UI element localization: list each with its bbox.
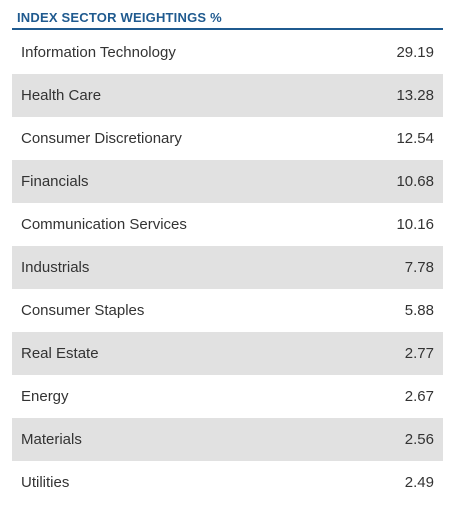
table-row: Real Estate 2.77 [12, 332, 443, 375]
sector-name: Information Technology [21, 44, 176, 61]
sector-weight: 7.78 [404, 259, 434, 276]
table-row: Utilities 2.49 [12, 461, 443, 504]
sector-weight: 12.54 [396, 130, 434, 147]
sector-weight: 10.16 [396, 216, 434, 233]
sector-weight: 2.77 [404, 345, 434, 362]
table-row: Information Technology 29.19 [12, 31, 443, 74]
sector-weight: 2.67 [404, 388, 434, 405]
table-row: Consumer Discretionary 12.54 [12, 117, 443, 160]
sector-weight: 2.56 [404, 431, 434, 448]
table-row: Industrials 7.78 [12, 246, 443, 289]
table-row: Energy 2.67 [12, 375, 443, 418]
sector-name: Financials [21, 173, 89, 190]
sector-weight: 5.88 [404, 302, 434, 319]
sector-name: Communication Services [21, 216, 187, 233]
sector-name: Utilities [21, 474, 70, 491]
sector-name: Materials [21, 431, 82, 448]
sector-name: Industrials [21, 259, 90, 276]
sector-name: Energy [21, 388, 69, 405]
sector-name: Health Care [21, 87, 102, 104]
sector-weight: 13.28 [396, 87, 434, 104]
table-row: Materials 2.56 [12, 418, 443, 461]
sector-weight: 10.68 [396, 173, 434, 190]
sector-weight: 29.19 [396, 44, 434, 61]
table-row: Consumer Staples 5.88 [12, 289, 443, 332]
table-row: Communication Services 10.16 [12, 203, 443, 246]
section-title: INDEX SECTOR WEIGHTINGS % [17, 10, 222, 25]
sector-name: Real Estate [21, 345, 99, 362]
sector-name: Consumer Discretionary [21, 130, 182, 147]
sector-weightings-table: Information Technology 29.19 Health Care… [12, 31, 443, 504]
table-row: Health Care 13.28 [12, 74, 443, 117]
sector-weight: 2.49 [404, 474, 434, 491]
section-header: INDEX SECTOR WEIGHTINGS % [12, 0, 443, 30]
table-row: Financials 10.68 [12, 160, 443, 203]
sector-name: Consumer Staples [21, 302, 145, 319]
